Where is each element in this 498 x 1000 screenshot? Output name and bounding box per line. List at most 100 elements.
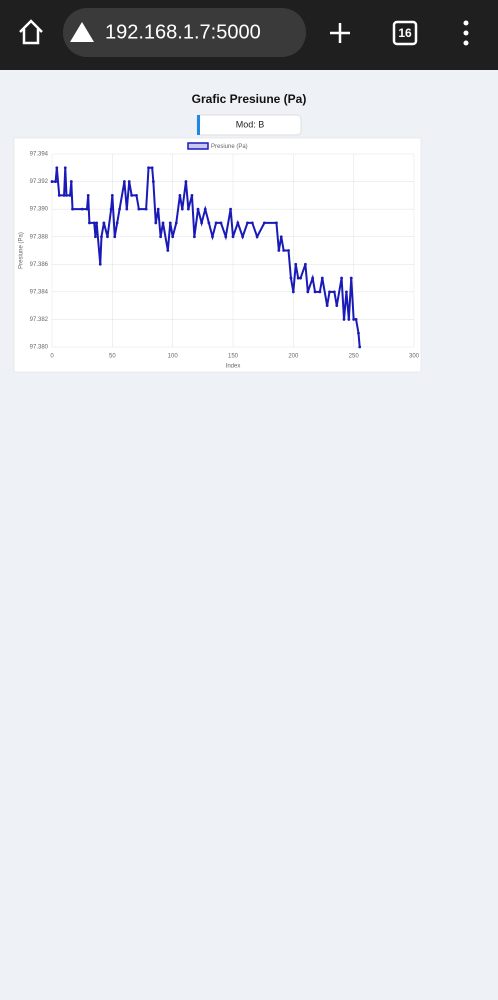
data-point <box>289 276 293 280</box>
x-tick-label: 50 <box>109 354 116 360</box>
legend-label: Presiune (Pa) <box>211 144 248 150</box>
data-point <box>306 290 310 294</box>
data-point <box>102 221 106 225</box>
data-point <box>328 290 331 294</box>
data-point <box>347 318 351 321</box>
data-point <box>287 249 290 252</box>
address-bar[interactable] <box>63 8 306 57</box>
chart: 97.380 97.382 97.384 97.386 97.388 97.390 97.3… <box>19 142 420 370</box>
mode-button-label: Mod: B <box>236 119 265 129</box>
data-point <box>159 235 163 239</box>
data-point <box>282 249 286 252</box>
data-point <box>110 193 114 197</box>
data-point <box>352 318 356 321</box>
y-tick-label: 97.394 <box>30 152 49 158</box>
data-point <box>88 221 91 225</box>
data-point <box>113 235 117 239</box>
data-point <box>325 304 329 308</box>
new-tab-button[interactable] <box>330 23 350 43</box>
y-tick-label: 97.380 <box>30 345 49 351</box>
data-point <box>340 276 343 280</box>
y-tick-label: 97.390 <box>30 207 49 213</box>
data-point <box>192 235 196 239</box>
x-tick-label: 200 <box>288 354 299 360</box>
data-point <box>54 180 58 183</box>
data-point <box>358 345 362 349</box>
data-point <box>246 221 249 225</box>
data-point <box>166 249 170 252</box>
data-point <box>184 180 188 183</box>
data-point <box>161 221 165 225</box>
button-accent <box>197 115 200 135</box>
data-point <box>71 207 74 211</box>
data-point <box>118 207 121 211</box>
data-point <box>332 290 336 294</box>
data-point <box>50 180 54 183</box>
url: 192.168.1.7:5000 <box>105 21 261 43</box>
data-point <box>275 221 278 225</box>
data-point <box>357 331 360 335</box>
x-tick-label: 250 <box>349 354 360 360</box>
data-point <box>168 221 172 225</box>
y-tick-label: 97.384 <box>30 289 49 295</box>
x-tick-label: 300 <box>409 354 420 360</box>
data-point <box>123 180 126 183</box>
menu-button[interactable] <box>463 20 469 46</box>
data-point <box>236 221 240 225</box>
data-point <box>299 276 302 280</box>
data-point <box>318 290 322 294</box>
x-tick-label: 150 <box>228 354 239 360</box>
page-title: Grafic Presiune (Pa) <box>192 92 307 106</box>
data-point <box>150 166 154 170</box>
data-point <box>279 235 283 239</box>
data-point <box>68 193 72 197</box>
data-point <box>207 221 211 225</box>
tab-switcher[interactable] <box>392 20 418 46</box>
data-point <box>345 290 348 294</box>
data-point <box>178 193 182 197</box>
data-point <box>156 207 160 211</box>
data-point <box>294 262 298 266</box>
data-point <box>137 207 141 211</box>
data-point <box>354 318 358 321</box>
data-point <box>69 180 73 183</box>
data-point <box>200 221 204 225</box>
data-point <box>154 221 158 225</box>
y-tick-label: 97.392 <box>30 179 49 185</box>
data-point <box>255 235 259 239</box>
data-point <box>313 290 317 294</box>
data-point <box>219 221 223 225</box>
x-tick-label: 0 <box>50 354 54 360</box>
data-point <box>98 262 102 266</box>
data-point <box>85 207 89 211</box>
data-point <box>349 276 353 280</box>
data-point <box>92 221 96 225</box>
home-button[interactable] <box>19 19 43 45</box>
data-point <box>62 193 66 197</box>
data-point <box>135 193 138 197</box>
data-point <box>109 207 113 211</box>
data-point <box>190 193 194 197</box>
data-point <box>174 221 178 225</box>
data-point <box>229 207 232 211</box>
data-point <box>171 235 175 239</box>
data-point <box>224 235 228 239</box>
legend-swatch <box>187 142 209 150</box>
data-point <box>55 166 59 170</box>
data-point <box>94 235 97 239</box>
data-point <box>211 235 214 239</box>
data-point <box>127 180 131 183</box>
data-point <box>186 207 190 211</box>
data-point <box>304 262 307 266</box>
y-tick-label: 97.382 <box>30 317 49 323</box>
warning-icon <box>70 22 94 42</box>
data-point <box>100 235 103 239</box>
data-point <box>250 221 254 225</box>
data-point <box>335 304 339 308</box>
data-point <box>180 207 184 211</box>
data-point <box>95 221 99 225</box>
data-point <box>262 221 266 225</box>
data-point <box>342 318 346 321</box>
data-point <box>86 193 90 197</box>
